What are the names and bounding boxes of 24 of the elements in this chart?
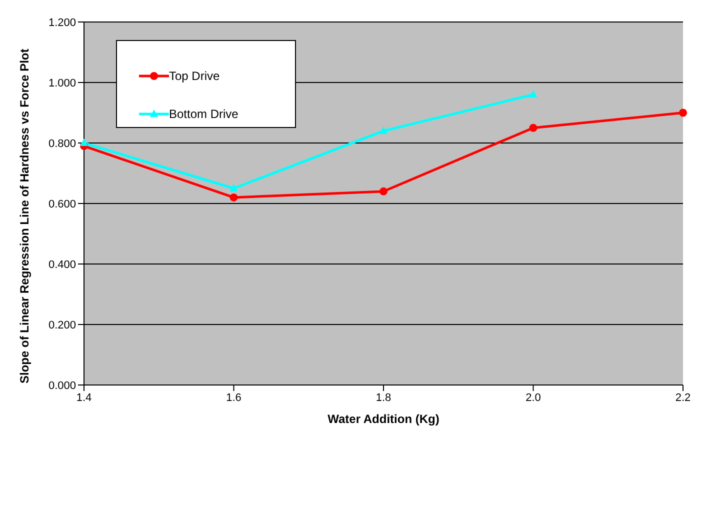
legend-label: Bottom Drive — [169, 107, 238, 121]
y-tick-label: 0.400 — [48, 258, 76, 271]
y-axis-title: Slope of Linear Regression Line of Hardness vs Force Plot — [17, 48, 32, 384]
y-tick-label: 0.200 — [48, 319, 76, 332]
y-tick-label: 1.000 — [48, 77, 76, 90]
x-tick-label: 1.6 — [226, 392, 242, 404]
y-tick-label: 1.200 — [48, 16, 76, 29]
point — [679, 108, 687, 117]
x-axis-title: Water Addition (Kg) — [328, 412, 440, 426]
point — [230, 193, 238, 202]
y-tick-label: 0.800 — [48, 138, 76, 150]
point — [529, 124, 538, 132]
point — [230, 184, 238, 192]
y-tick-label: 0.000 — [48, 380, 76, 392]
x-tick-label: 1.8 — [376, 392, 392, 404]
point — [380, 126, 388, 134]
y-tick-label: 0.600 — [48, 198, 76, 210]
point — [529, 90, 538, 98]
point — [380, 187, 388, 196]
point — [80, 138, 88, 146]
x-tick-label: 2.0 — [526, 392, 541, 404]
x-tick-label: 2.2 — [675, 392, 691, 404]
legend-label: Top Drive — [169, 69, 220, 83]
x-tick-label: 1.4 — [76, 392, 92, 404]
